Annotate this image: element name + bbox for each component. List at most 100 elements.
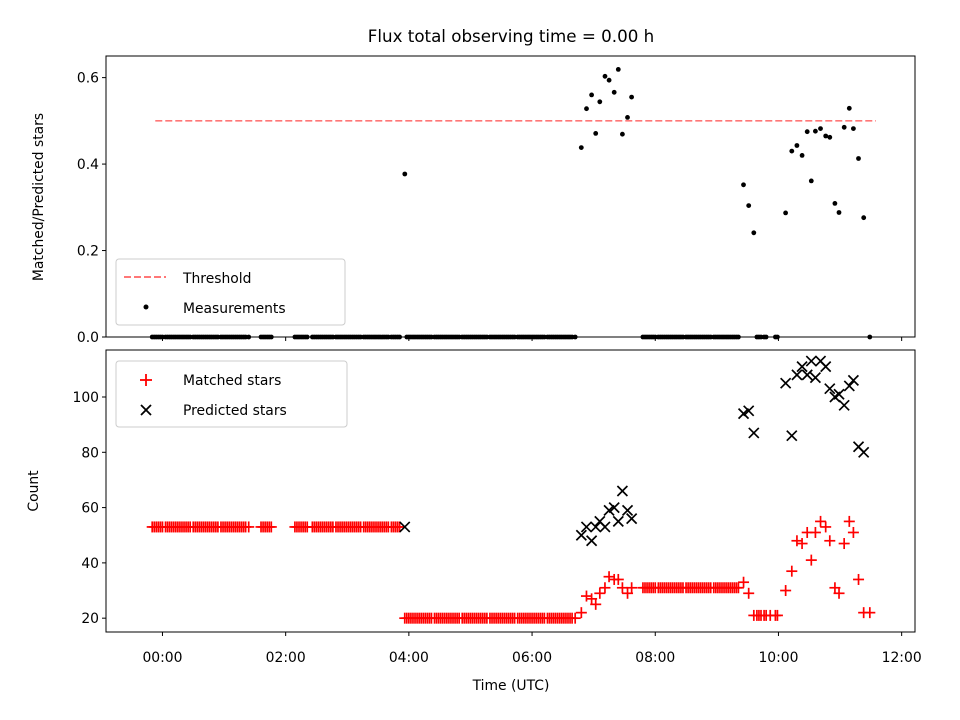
predicted-star-point xyxy=(843,380,855,392)
bottom-y-tick-label: 60 xyxy=(81,501,99,517)
predicted-star-point xyxy=(833,388,845,400)
bottom-y-tick-label: 20 xyxy=(81,611,99,627)
bottom-y-ticks: 20 40 60 80 100 xyxy=(72,390,106,627)
bottom-x-tick-label: 00:00 xyxy=(142,650,182,666)
predicted-star-point xyxy=(603,504,615,516)
matched-star-point xyxy=(580,590,592,602)
measurement-point xyxy=(751,230,757,236)
bottom-x-tick-label: 10:00 xyxy=(758,650,798,666)
matched-star-point xyxy=(864,607,876,619)
legend-matched-label: Matched stars xyxy=(183,373,281,389)
matched-star-point xyxy=(586,593,598,605)
measurement-point xyxy=(804,129,810,135)
measurement-point xyxy=(808,178,814,184)
legend-predicted-label: Predicted stars xyxy=(183,403,287,419)
predicted-star-point xyxy=(599,521,611,533)
bottom-x-tick-label: 06:00 xyxy=(512,650,552,666)
top-axes-frame xyxy=(105,55,916,338)
measurement-point xyxy=(597,99,603,105)
matched-star-point xyxy=(771,609,783,621)
predicted-star-point xyxy=(786,430,798,442)
predicted-star-point xyxy=(801,369,813,381)
bottom-x-ticks: 00:00 02:00 04:00 06:00 08:00 10:00 12:00 xyxy=(142,632,922,666)
top-y-tick-label: 0.6 xyxy=(77,71,99,87)
measurement-point xyxy=(836,210,842,215)
predicted-star-point xyxy=(737,407,750,420)
matched-star-point xyxy=(612,573,624,585)
measurement-point xyxy=(799,153,805,158)
measurement-point xyxy=(832,201,838,206)
measurement-point xyxy=(402,171,408,177)
predicted-star-point xyxy=(838,399,850,411)
top-y-ticks: 0.0 0.2 0.4 0.6 xyxy=(77,71,106,346)
top-legend: Threshold Measurements xyxy=(115,258,346,326)
matched-star-point xyxy=(809,526,821,538)
matched-star-point xyxy=(820,521,832,533)
matched-star-point xyxy=(622,587,634,599)
measurement-point xyxy=(861,215,867,221)
matched-star-point xyxy=(780,585,792,597)
top-legend-box xyxy=(115,258,346,326)
measurement-point xyxy=(589,92,594,98)
measurement-point xyxy=(856,156,861,161)
predicted-star-point xyxy=(586,535,598,547)
measurement-point xyxy=(827,134,833,140)
top-y-axis-label: Matched/Predicted stars xyxy=(31,113,47,281)
matched-star-point xyxy=(847,526,859,538)
matched-star-point xyxy=(796,538,808,550)
measurement-point xyxy=(584,106,589,112)
top-y-tick-label: 0.4 xyxy=(77,157,99,173)
measurement-point xyxy=(615,67,621,72)
bottom-y-tick-label: 80 xyxy=(81,445,99,461)
matched-star-point xyxy=(569,612,581,624)
top-axes: 0.0 0.2 0.4 0.6 Matched/Predicted stars Thr… xyxy=(31,55,916,346)
matched-star-point xyxy=(599,582,611,594)
predicted-star-point xyxy=(847,374,860,387)
bottom-x-tick-label: 12:00 xyxy=(882,650,922,666)
top-y-tick-label: 0.0 xyxy=(77,330,99,346)
predicted-stars-layer xyxy=(399,355,870,547)
predicted-star-point xyxy=(612,515,624,528)
matched-star-point xyxy=(791,535,803,547)
predicted-star-point xyxy=(621,504,634,516)
measurement-point xyxy=(823,133,829,139)
top-x-ticks xyxy=(161,337,903,341)
matched-star-point xyxy=(853,573,865,585)
measurement-point xyxy=(602,73,608,79)
predicted-star-point xyxy=(858,446,870,458)
matched-star-point xyxy=(594,587,606,599)
predicted-star-point xyxy=(748,427,760,439)
bottom-legend: Matched stars Predicted stars xyxy=(115,360,348,428)
matched-star-point xyxy=(824,535,836,547)
measurement-point xyxy=(741,182,746,188)
bottom-y-tick-label: 40 xyxy=(81,556,99,572)
measurement-point xyxy=(789,148,795,154)
predicted-star-point xyxy=(824,383,836,395)
predicted-star-point xyxy=(608,501,620,514)
matched-star-point xyxy=(394,521,406,533)
predicted-star-point xyxy=(575,529,587,541)
top-y-tick-label: 0.2 xyxy=(77,244,99,260)
measurement-point xyxy=(841,124,847,130)
matched-star-point xyxy=(805,554,817,566)
measurement-point xyxy=(620,131,625,137)
matched-stars-layer xyxy=(146,515,876,624)
bottom-x-tick-label: 04:00 xyxy=(389,650,429,666)
predicted-star-point xyxy=(805,355,817,367)
predicted-star-point xyxy=(580,521,593,533)
matched-star-point xyxy=(575,607,587,619)
legend-predicted-swatch xyxy=(140,404,152,416)
matched-star-point xyxy=(743,587,755,599)
measurement-point xyxy=(578,145,584,151)
matched-star-point xyxy=(603,571,615,583)
measurement-point xyxy=(746,203,752,209)
legend-measurements-label: Measurements xyxy=(183,301,286,317)
matched-star-point xyxy=(786,565,798,577)
measurement-point xyxy=(851,126,856,131)
matched-star-point xyxy=(843,515,855,527)
matched-star-point xyxy=(265,521,277,533)
bottom-y-tick-label: 100 xyxy=(72,390,99,406)
predicted-star-point xyxy=(820,360,832,373)
matched-star-point xyxy=(243,521,255,533)
